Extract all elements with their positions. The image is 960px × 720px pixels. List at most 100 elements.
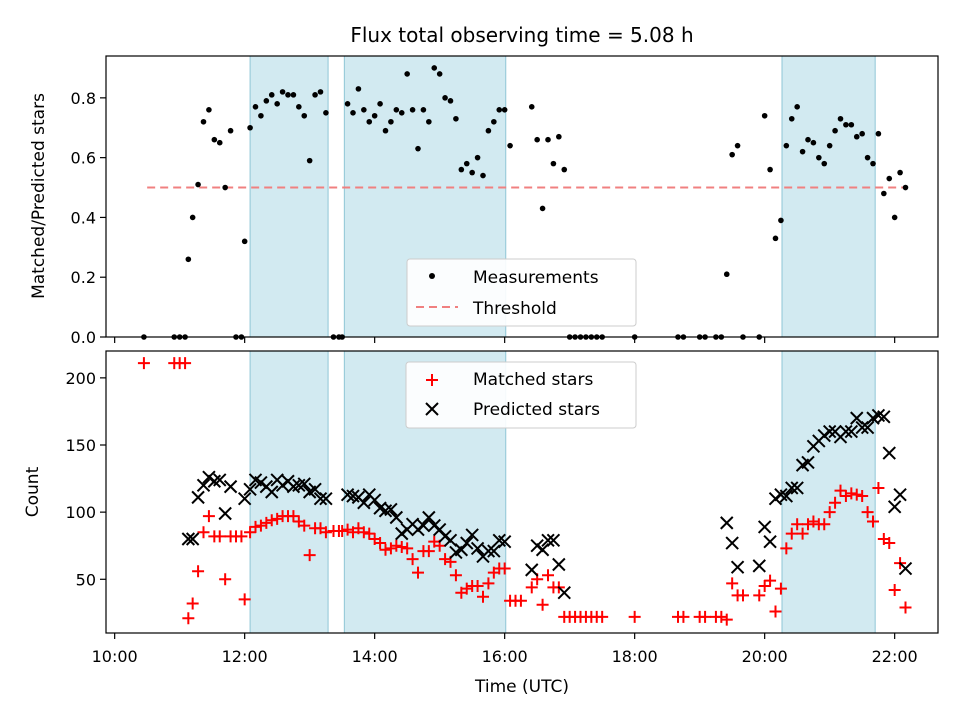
matched-star-point [596, 610, 609, 623]
measurement-point [195, 181, 201, 188]
y-tick-label: 100 [65, 503, 96, 522]
matched-star-point [213, 530, 226, 543]
matched-star-point [753, 589, 766, 602]
x-tick-label: 14:00 [352, 647, 398, 666]
predicted-stars-series [181, 408, 913, 600]
measurement-point [891, 214, 898, 221]
matched-star-point [374, 537, 387, 550]
measurement-point [458, 166, 465, 173]
predicted-star-point [319, 492, 333, 506]
predicted-star-point [308, 482, 322, 497]
matched-star-point [395, 541, 408, 554]
predicted-star-point [218, 506, 232, 521]
matched-star-point [460, 582, 473, 595]
matched-stars-series [137, 357, 912, 626]
measurement-point [816, 154, 822, 161]
bottom-legend: Matched stars Predicted stars [405, 361, 637, 429]
measurement-point [772, 235, 779, 242]
predicted-star-point [763, 534, 777, 549]
matched-star-point [839, 490, 852, 503]
measurement-point [404, 71, 410, 77]
predicted-star-point [882, 446, 896, 460]
measurement-point [848, 121, 855, 128]
measurement-point [783, 142, 790, 149]
measurement-point [491, 118, 497, 125]
matched-star-point [298, 519, 311, 532]
predicted-star-point [185, 532, 200, 546]
matched-star-point [758, 580, 771, 592]
predicted-star-point [839, 424, 853, 439]
measurement-point [388, 118, 394, 125]
matched-star-point [774, 582, 787, 595]
predicted-star-point [470, 541, 485, 556]
predicted-star-point [725, 536, 739, 550]
measurement-point [442, 95, 448, 101]
matched-star-point [244, 526, 257, 539]
x-tick-label: 16:00 [482, 647, 528, 666]
measurement-point [258, 112, 264, 119]
matched-star-point [287, 510, 300, 523]
matched-star-point [265, 514, 278, 527]
measurement-point [377, 101, 383, 107]
matched-star-point [439, 553, 452, 566]
predicted-star-point [367, 493, 382, 507]
measurement-point [507, 142, 513, 149]
matched-star-point [677, 610, 690, 623]
measurement-point [799, 148, 806, 155]
matched-star-point [202, 510, 215, 523]
measurement-point [794, 104, 800, 110]
measurement-point [296, 104, 302, 110]
predicted-star-point [422, 510, 436, 525]
matched-star-point [482, 577, 495, 590]
measurement-point [301, 112, 308, 119]
matched-star-point [406, 553, 419, 566]
top-plot-frame [105, 55, 939, 338]
predicted-star-point [855, 420, 869, 435]
measurement-point [561, 166, 568, 173]
predicted-star-point [265, 485, 279, 499]
measurement-point [222, 184, 228, 191]
legend-label-measurements: Measurements [473, 268, 599, 288]
predicted-star-point [757, 520, 772, 534]
predicted-star-point [546, 533, 561, 548]
matched-star-point [888, 584, 901, 597]
matched-star-point [182, 612, 195, 625]
predicted-star-point [313, 492, 328, 506]
y-tick-label: 0.0 [71, 328, 96, 347]
matched-star-point [260, 516, 273, 529]
matched-star-point [235, 530, 248, 543]
measurement-point [810, 139, 817, 146]
matched-star-point [319, 526, 332, 539]
measurement-point [274, 101, 280, 107]
predicted-star-point [752, 559, 766, 573]
observing-interval [781, 350, 876, 634]
predicted-star-point [297, 477, 311, 491]
y-tick-label: 50 [76, 570, 96, 589]
predicted-star-point [877, 410, 891, 424]
measurement-point [247, 124, 253, 131]
y-tick-label: 0.4 [71, 208, 96, 227]
matched-star-point [401, 542, 414, 555]
measurement-point [821, 160, 828, 167]
matched-star-point [807, 515, 820, 528]
predicted-star-point [557, 586, 571, 600]
matched-star-point [861, 506, 874, 519]
measurement-point [290, 92, 297, 98]
chart-title: Flux total observing time = 5.08 h [350, 23, 693, 47]
predicted-star-point [487, 544, 501, 558]
matched-star-point [829, 496, 842, 509]
predicted-star-point [357, 496, 371, 510]
measurement-point [317, 89, 324, 95]
matched-star-point [363, 527, 376, 540]
measurement-point [501, 107, 508, 113]
matched-star-point [238, 593, 251, 606]
matched-star-point [867, 515, 879, 528]
matched-star-point [357, 526, 370, 539]
measurement-point [323, 109, 329, 116]
matched-star-point [791, 518, 804, 531]
measurement-point [826, 142, 833, 149]
measurement-point [859, 130, 865, 137]
x-tick-label: 10:00 [92, 647, 138, 666]
predicted-star-point [243, 482, 257, 497]
predicted-star-point [887, 500, 902, 514]
